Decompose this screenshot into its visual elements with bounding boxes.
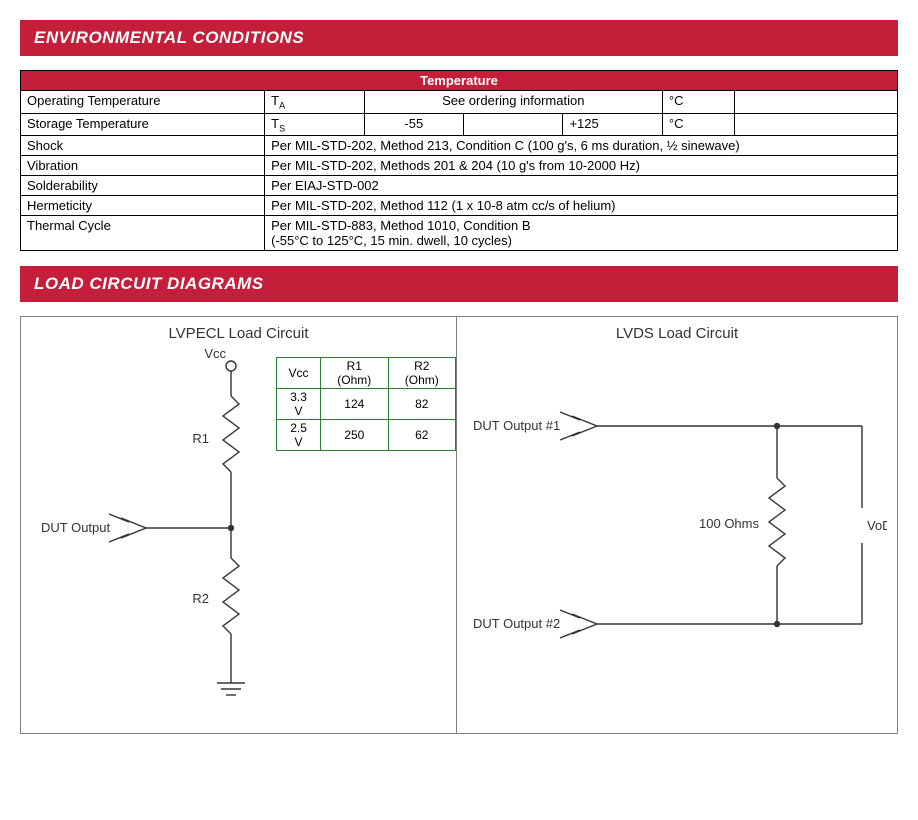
section-header-environmental: ENVIRONMENTAL CONDITIONS	[20, 20, 898, 56]
dut1-label: DUT Output #1	[473, 418, 560, 433]
lvpecl-td: 124	[321, 389, 388, 420]
cell-label: Thermal Cycle	[21, 216, 265, 251]
r1-label: R1	[192, 431, 209, 446]
r2-label: R2	[192, 591, 209, 606]
lvds-title: LVDS Load Circuit	[467, 325, 887, 342]
cell-symbol: TS	[265, 113, 364, 136]
lvpecl-th: Vcc	[277, 358, 321, 389]
cell-value: Per EIAJ-STD-002	[265, 176, 898, 196]
cell-unit: °C	[662, 91, 734, 114]
lvpecl-diagram: LVPECL Load Circuit Vcc R1 (Ohm) R2 (Ohm…	[21, 317, 456, 733]
lvpecl-td: 62	[388, 420, 455, 451]
cell-value: Per MIL-STD-202, Methods 201 & 204 (10 g…	[265, 156, 898, 176]
cell-min: -55	[364, 113, 463, 136]
cell-empty	[735, 113, 898, 136]
env-header: Temperature	[21, 71, 898, 91]
lvpecl-td: 250	[321, 420, 388, 451]
table-row: Operating Temperature TA See ordering in…	[21, 91, 898, 114]
lvds-diagram: LVDS Load Circuit DUT Output #1 DUT Outp…	[456, 317, 897, 733]
r-label: 100 Ohms	[699, 516, 759, 531]
lvds-svg: DUT Output #1 DUT Output #2	[467, 348, 887, 718]
cell-value: Per MIL-STD-202, Method 213, Condition C…	[265, 136, 898, 156]
table-row: Shock Per MIL-STD-202, Method 213, Condi…	[21, 136, 898, 156]
diagrams-container: LVPECL Load Circuit Vcc R1 (Ohm) R2 (Ohm…	[20, 316, 898, 734]
table-row: Thermal Cycle Per MIL-STD-883, Method 10…	[21, 216, 898, 251]
cell-empty	[464, 113, 563, 136]
cell-value: See ordering information	[364, 91, 662, 114]
lvpecl-td: 3.3 V	[277, 389, 321, 420]
vcc-label: Vcc	[204, 348, 226, 361]
dut-label: DUT Output	[41, 520, 111, 535]
cell-symbol: TA	[265, 91, 364, 114]
vod-label: VoD	[867, 518, 887, 533]
cell-label: Hermeticity	[21, 196, 265, 216]
lvpecl-th: R2 (Ohm)	[388, 358, 455, 389]
cell-label: Vibration	[21, 156, 265, 176]
lvpecl-title: LVPECL Load Circuit	[31, 325, 446, 342]
table-row: Storage Temperature TS -55 +125 °C	[21, 113, 898, 136]
lvpecl-td: 82	[388, 389, 455, 420]
lvpecl-td: 2.5 V	[277, 420, 321, 451]
lvpecl-values-table: Vcc R1 (Ohm) R2 (Ohm) 3.3 V 124 82 2.5 V…	[276, 357, 456, 451]
cell-unit: °C	[662, 113, 734, 136]
cell-empty	[735, 91, 898, 114]
cell-label: Shock	[21, 136, 265, 156]
environmental-table: Temperature Operating Temperature TA See…	[20, 70, 898, 251]
table-row: Hermeticity Per MIL-STD-202, Method 112 …	[21, 196, 898, 216]
cell-label: Operating Temperature	[21, 91, 265, 114]
table-row: Solderability Per EIAJ-STD-002	[21, 176, 898, 196]
section-header-diagrams: LOAD CIRCUIT DIAGRAMS	[20, 266, 898, 302]
lvpecl-th: R1 (Ohm)	[321, 358, 388, 389]
table-row: Vibration Per MIL-STD-202, Methods 201 &…	[21, 156, 898, 176]
cell-value: Per MIL-STD-202, Method 112 (1 x 10-8 at…	[265, 196, 898, 216]
dut2-label: DUT Output #2	[473, 616, 560, 631]
cell-label: Solderability	[21, 176, 265, 196]
lvpecl-svg: Vcc R1 DUT Output R2	[31, 348, 281, 718]
cell-label: Storage Temperature	[21, 113, 265, 136]
cell-max: +125	[563, 113, 662, 136]
cell-value: Per MIL-STD-883, Method 1010, Condition …	[265, 216, 898, 251]
